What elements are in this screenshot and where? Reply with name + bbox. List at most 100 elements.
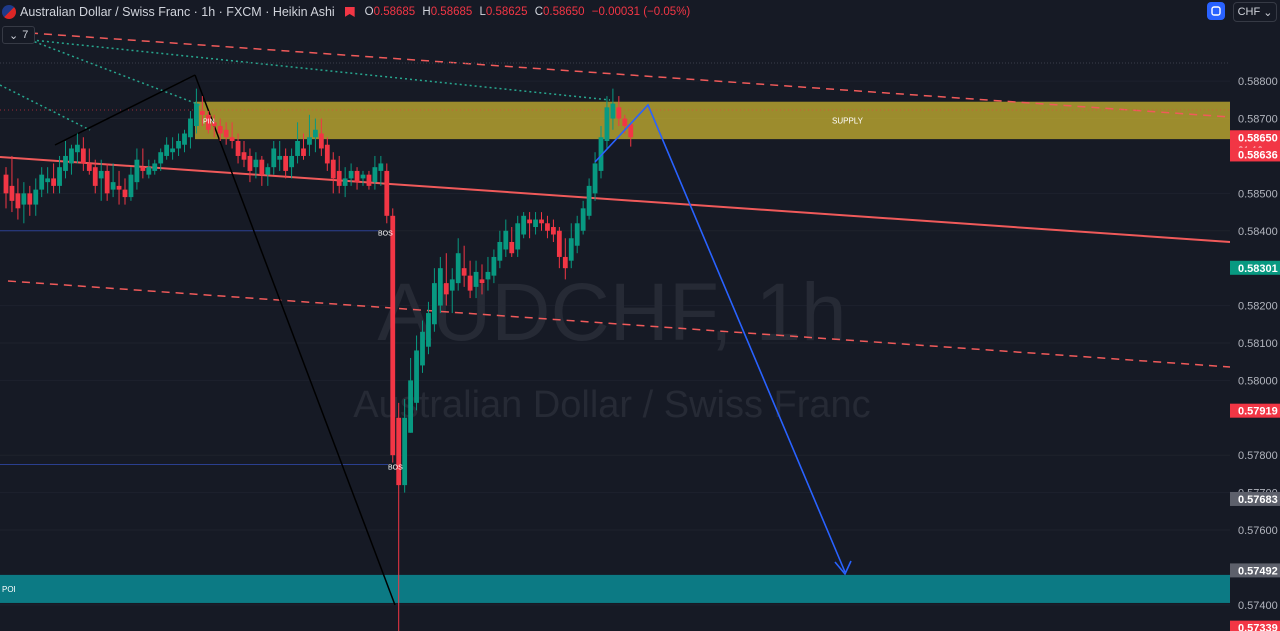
candle-body xyxy=(152,163,158,171)
symbol-header: Australian Dollar / Swiss Franc · 1h · F… xyxy=(0,0,690,24)
candle-body xyxy=(92,167,98,186)
candle-body xyxy=(27,193,33,205)
low-label: L xyxy=(479,6,486,18)
candle-body xyxy=(15,193,21,209)
chevron-down-icon: ⌄ xyxy=(9,29,19,42)
candle-body xyxy=(390,215,396,456)
candle-body xyxy=(170,148,175,153)
bookmark-icon[interactable] xyxy=(344,7,355,17)
candle-body xyxy=(414,350,419,403)
candle-body xyxy=(461,268,467,276)
price-tag-label: 0.58301 xyxy=(1238,263,1278,275)
candle-body xyxy=(521,215,527,235)
candle-body xyxy=(57,167,62,186)
candle-body xyxy=(21,193,27,205)
swing-line xyxy=(194,74,396,606)
candle-body xyxy=(509,241,515,254)
candle-body xyxy=(539,219,544,224)
candle-body xyxy=(211,122,217,127)
candle-body xyxy=(318,133,324,149)
candle-body xyxy=(241,152,247,160)
candle-body xyxy=(551,227,556,235)
close-label: C xyxy=(534,6,543,18)
axis-tick-label: 0.57600 xyxy=(1238,525,1278,537)
candle-body xyxy=(313,129,318,138)
high-label: H xyxy=(422,6,431,18)
axis-tick-label: 0.58000 xyxy=(1238,375,1278,387)
candle-body xyxy=(176,140,181,149)
change-value: −0.00031 (−0.05%) xyxy=(591,6,691,18)
candle-body xyxy=(301,148,306,156)
axis-tick-label: 0.58200 xyxy=(1238,301,1278,313)
candle-body xyxy=(545,223,550,231)
close-value: 0.58650 xyxy=(543,6,585,18)
currency-selector[interactable]: CHF ⌄ xyxy=(1233,2,1277,22)
candle-body xyxy=(9,185,15,201)
chart-annotation-label: BOS xyxy=(378,231,393,238)
candle-body xyxy=(217,126,223,134)
candle-body xyxy=(39,174,45,190)
candle-body xyxy=(98,170,104,179)
candle-body xyxy=(199,111,205,115)
candle-body xyxy=(140,167,146,171)
chart-annotation-label: PIN xyxy=(203,118,215,125)
price-tag-label: 0.57683 xyxy=(1238,494,1278,506)
axis-tick-label: 0.57800 xyxy=(1238,450,1278,462)
upper-trendline xyxy=(29,32,1231,118)
candle-body xyxy=(354,170,360,183)
candle-body xyxy=(295,140,300,156)
price-tag xyxy=(1230,563,1280,578)
projection-arrowhead xyxy=(834,560,852,576)
candle-body xyxy=(515,223,521,250)
sync-icon[interactable] xyxy=(1207,2,1225,20)
swing-line xyxy=(54,74,196,146)
candle-body xyxy=(330,159,336,179)
price-tag xyxy=(1230,260,1280,275)
symbol-title[interactable]: Australian Dollar / Swiss Franc · 1h · F… xyxy=(20,5,335,19)
price-tag xyxy=(1230,620,1280,631)
supply-zone xyxy=(195,101,1230,140)
candle-body xyxy=(432,283,437,325)
poi-zone-label: POI xyxy=(2,585,16,594)
candle-body xyxy=(402,417,408,486)
candle-body xyxy=(283,155,289,171)
candle-body xyxy=(86,163,92,171)
candle-body xyxy=(247,155,253,171)
candle-body xyxy=(324,144,330,164)
axis-tick-label: 0.58800 xyxy=(1238,76,1278,88)
candle-body xyxy=(259,159,265,175)
candle-body xyxy=(205,114,211,130)
candle-body xyxy=(271,148,277,168)
candle-body xyxy=(616,107,622,119)
candle-body xyxy=(116,185,122,190)
candle-body xyxy=(449,279,455,291)
candle-body xyxy=(604,107,610,141)
price-tag xyxy=(1230,491,1280,506)
candle-body xyxy=(378,163,384,171)
dotted-trendline xyxy=(31,39,611,101)
price-tag-label: 0.57492 xyxy=(1238,565,1278,577)
price-axis-bg xyxy=(1230,0,1280,631)
candle-body xyxy=(497,241,503,261)
indicators-toggle[interactable]: ⌄ 7 xyxy=(2,26,36,44)
projection-path xyxy=(594,103,846,573)
candle-body xyxy=(63,155,68,171)
candle-body xyxy=(45,178,51,183)
candle-body xyxy=(69,148,74,164)
axis-tick-label: 0.58400 xyxy=(1238,226,1278,238)
candle-body xyxy=(598,137,604,171)
candle-body xyxy=(348,170,354,179)
candle-body xyxy=(342,178,348,186)
candle-body xyxy=(437,268,443,306)
candle-body xyxy=(229,137,235,141)
candle-body xyxy=(610,103,616,119)
candle-body xyxy=(622,118,628,127)
ohlc-readout: O0.58685 H0.58685 L0.58625 C0.58650 −0.0… xyxy=(365,6,691,18)
chart-annotation-label: BOS xyxy=(388,464,403,471)
candle-body xyxy=(104,170,110,194)
candle-body xyxy=(194,103,199,127)
candle-body xyxy=(223,129,229,138)
mid-trendline xyxy=(0,156,1231,243)
